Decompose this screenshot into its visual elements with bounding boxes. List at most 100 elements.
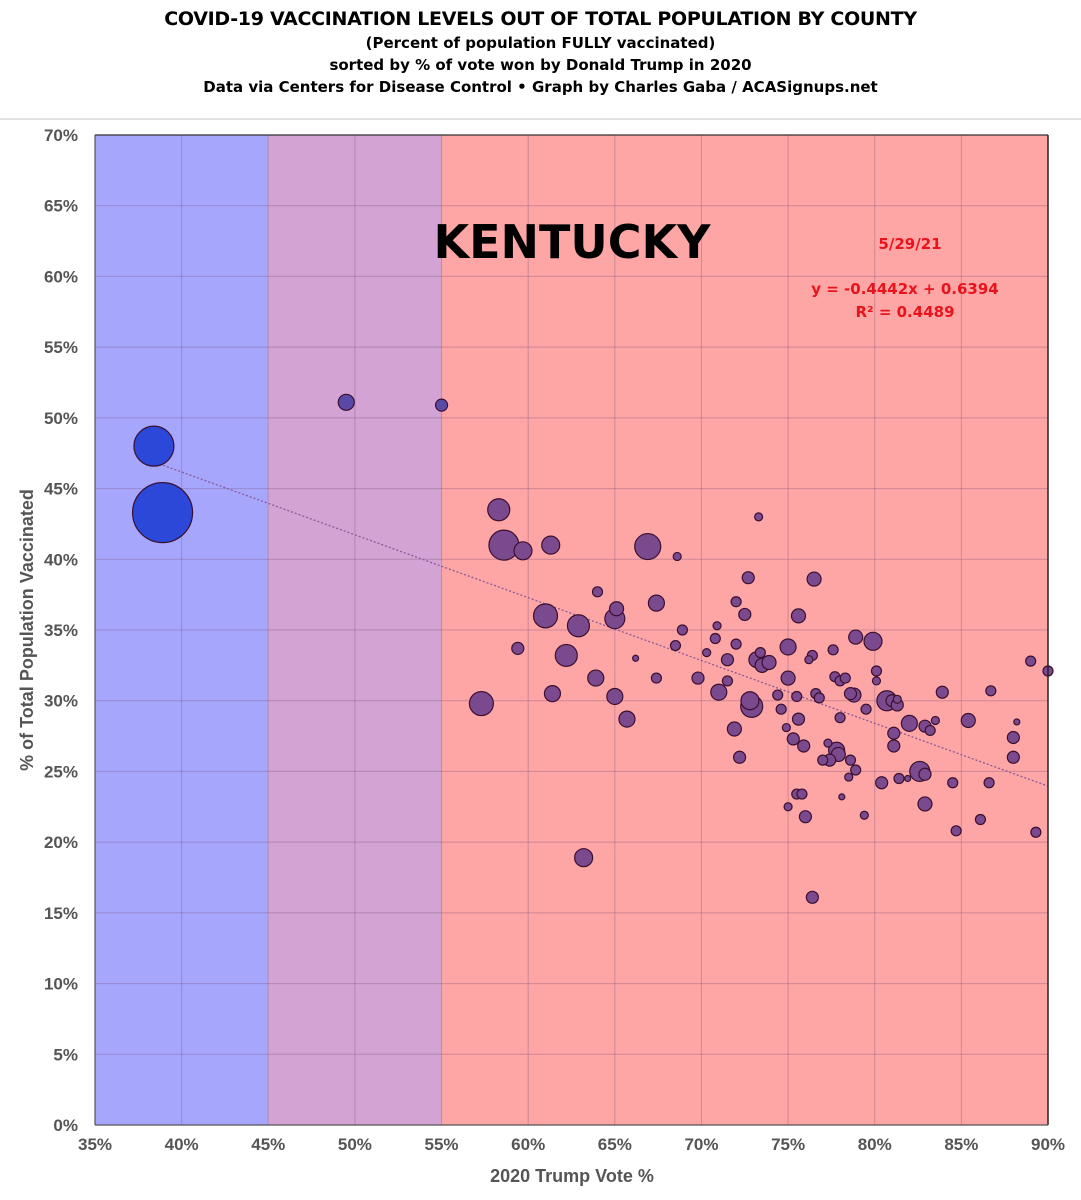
data-point [541, 535, 561, 555]
data-point [797, 739, 811, 753]
data-point [133, 425, 175, 467]
data-point [488, 529, 520, 561]
data-point [754, 512, 764, 522]
data-point [918, 767, 932, 781]
y-tick-label: 70% [44, 126, 78, 145]
y-tick-label: 15% [44, 904, 78, 923]
data-points [131, 393, 1054, 904]
data-point [754, 647, 766, 659]
r-squared: R² = 0.4489 [855, 303, 954, 321]
data-point [676, 624, 688, 636]
chart-subtitle-2: sorted by % of vote won by Donald Trump … [329, 56, 752, 74]
x-tick-label: 90% [1031, 1135, 1065, 1154]
y-tick-label: 35% [44, 621, 78, 640]
data-point [935, 685, 949, 699]
data-point [805, 890, 819, 904]
x-tick-label: 60% [511, 1135, 545, 1154]
data-point [710, 683, 728, 701]
data-point [863, 631, 883, 651]
y-tick-label: 0% [53, 1116, 78, 1135]
data-point [843, 687, 858, 701]
data-point [587, 669, 605, 687]
data-point [813, 692, 825, 704]
data-point [761, 654, 777, 671]
vote-zones [95, 135, 1049, 1125]
gridlines [95, 135, 1048, 1125]
data-point [791, 690, 803, 703]
data-point [740, 691, 760, 711]
zone-red [441, 135, 1049, 1125]
state-label: KENTUCKY [433, 215, 711, 269]
y-tick-label: 5% [53, 1045, 78, 1064]
y-tick-label: 45% [44, 480, 78, 499]
data-point [817, 754, 829, 766]
data-point [730, 638, 742, 650]
data-point [875, 776, 889, 790]
data-point [1006, 750, 1020, 764]
data-point [893, 772, 905, 785]
data-point [669, 639, 682, 652]
chart-header: COVID-19 VACCINATION LEVELS OUT OF TOTAL… [0, 6, 1081, 98]
x-tick-label: 85% [944, 1135, 978, 1154]
data-point [930, 715, 940, 726]
axes: 35% 40% 45% 50% 55% 60% 65% 70% 75% 80% 85% 90% 0% 5%… [44, 126, 1065, 1154]
zone-blue [95, 135, 269, 1125]
y-tick-label: 65% [44, 197, 78, 216]
data-point [871, 676, 882, 686]
x-axis-label: 2020 Trump Vote % [490, 1166, 654, 1186]
data-point [468, 690, 494, 717]
data-point [775, 703, 787, 715]
date-annotation: 5/29/21 [878, 235, 941, 253]
data-point [632, 654, 640, 662]
data-point [850, 764, 862, 776]
chart-credit: Data via Centers for Disease Control • G… [203, 78, 878, 96]
zone-purple [268, 135, 442, 1125]
x-tick-label: 75% [771, 1135, 805, 1154]
data-point [608, 601, 625, 617]
data-point [985, 685, 997, 697]
data-point [1025, 655, 1037, 667]
data-point [779, 638, 797, 656]
data-point [804, 655, 814, 665]
data-point [834, 712, 846, 724]
data-point [783, 802, 793, 812]
data-point [786, 732, 800, 746]
data-point [730, 596, 742, 608]
y-tick-label: 50% [44, 409, 78, 428]
data-point [672, 551, 682, 562]
x-tick-label: 65% [598, 1135, 632, 1154]
data-point [860, 703, 872, 715]
data-point [838, 793, 846, 801]
data-point [732, 750, 747, 764]
data-point [712, 621, 722, 631]
data-point [887, 726, 901, 740]
data-point [513, 541, 533, 561]
trend-equation: y = -0.4442x + 0.6394 [811, 280, 998, 298]
chart-frame [0, 118, 1081, 1200]
data-point [131, 482, 194, 544]
data-point [950, 825, 962, 837]
data-point [844, 772, 854, 782]
data-point [924, 724, 936, 737]
chart-title: COVID-19 VACCINATION LEVELS OUT OF TOTAL… [164, 8, 917, 30]
x-tick-label: 70% [684, 1135, 718, 1154]
data-point [709, 632, 721, 645]
data-point [574, 848, 594, 868]
data-point [738, 607, 752, 622]
data-point [1013, 718, 1021, 726]
data-point [887, 739, 901, 753]
x-tick-label: 40% [165, 1135, 199, 1154]
data-point [892, 694, 902, 704]
data-point [726, 721, 742, 737]
data-point [848, 629, 864, 645]
data-point [532, 603, 559, 629]
data-point [791, 712, 806, 726]
data-point [1030, 826, 1042, 838]
data-point [606, 687, 624, 706]
data-point [780, 670, 796, 686]
y-tick-label: 10% [44, 975, 78, 994]
x-tick-label: 50% [338, 1135, 372, 1154]
data-point [798, 810, 813, 824]
data-point [790, 608, 807, 624]
